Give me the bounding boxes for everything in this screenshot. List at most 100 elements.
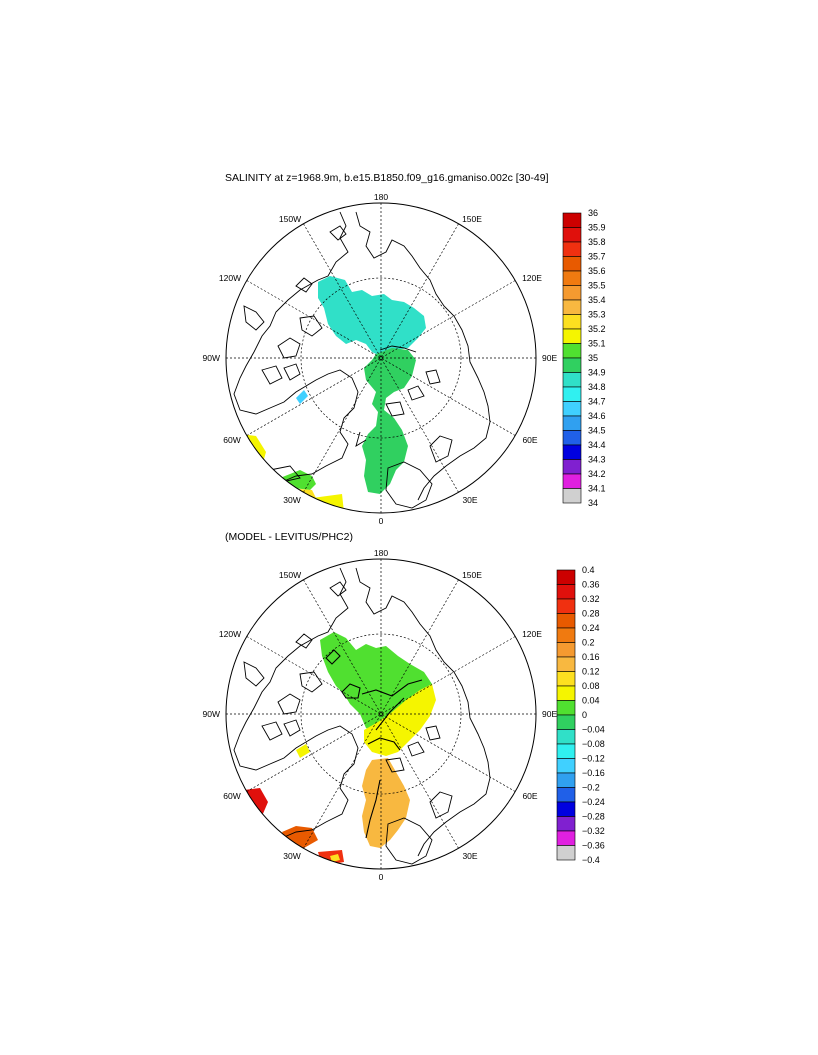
panel-2-graticule <box>226 559 536 869</box>
anomaly-field-orange <box>362 758 410 848</box>
anomaly-patch-yellow-s <box>330 854 340 862</box>
lon-label-120e: 120E <box>522 273 542 283</box>
colorbar-tick-label: −0.16 <box>582 768 605 778</box>
lon-label-0: 0 <box>379 516 384 526</box>
lon-label-30e: 30E <box>462 495 477 505</box>
colorbar-tick-label: 0.24 <box>582 623 600 633</box>
lon-label-30w: 30W <box>283 495 300 505</box>
colorbar-swatch <box>556 613 576 629</box>
colorbar-tick-label: −0.2 <box>582 783 600 793</box>
colorbar-tick-label: −0.08 <box>582 739 605 749</box>
colorbar-tick-label: 35.6 <box>588 266 606 276</box>
colorbar-swatch <box>562 473 582 489</box>
colorbar-swatch <box>556 816 576 832</box>
colorbar-tick-label: 34.1 <box>588 484 606 494</box>
lon-label-120e: 120E <box>522 629 542 639</box>
colorbar-tick-label: 34 <box>588 498 598 508</box>
colorbar-swatch <box>556 772 576 788</box>
panel-2-lon-labels: 180 0 90W 90E 150W 150E 120W 120E 60W 60… <box>203 548 558 882</box>
colorbar-tick-label: 36 <box>588 208 598 218</box>
colorbar-swatch <box>562 401 582 417</box>
colorbar-swatch <box>562 459 582 475</box>
lon-label-90e: 90E <box>542 709 557 719</box>
colorbar-tick-label: 0.36 <box>582 580 600 590</box>
colorbar-swatch <box>562 299 582 315</box>
colorbar-swatch <box>556 714 576 730</box>
panel-2-map-boundary <box>225 558 537 870</box>
salinity-patch-cyan-west <box>296 390 308 404</box>
colorbar-tick-label: 34.5 <box>588 426 606 436</box>
lon-label-60e: 60E <box>522 791 537 801</box>
colorbar-swatch <box>562 430 582 446</box>
lon-label-30e: 30E <box>462 851 477 861</box>
colorbar-swatch <box>562 415 582 431</box>
lon-label-150w: 150W <box>279 214 301 224</box>
colorbar-swatch <box>556 700 576 716</box>
colorbar-tick-label: −0.28 <box>582 812 605 822</box>
panel-1-map-boundary <box>225 202 537 514</box>
lon-label-90w: 90W <box>203 709 220 719</box>
colorbar-swatch <box>556 584 576 600</box>
colorbar-swatch <box>556 656 576 672</box>
colorbar-swatch <box>556 598 576 614</box>
colorbar-tick-label: 0.32 <box>582 594 600 604</box>
colorbar-tick-label: 0.04 <box>582 696 600 706</box>
lon-label-180: 180 <box>374 548 388 558</box>
colorbar-swatch <box>556 729 576 745</box>
colorbar-swatch <box>562 285 582 301</box>
colorbar-swatch <box>562 227 582 243</box>
colorbar-swatch <box>562 488 582 504</box>
colorbar-tick-label: 0.4 <box>582 565 595 575</box>
colorbar-swatch <box>562 328 582 344</box>
panel-1-graticule <box>226 203 536 513</box>
colorbar-tick-label: 34.3 <box>588 455 606 465</box>
colorbar-tick-label: −0.24 <box>582 797 605 807</box>
colorbar-tick-label: −0.12 <box>582 754 605 764</box>
panel-2-colorbar: 0.4 0.36 0.32 0.28 0.24 0.2 0.16 0.12 0.08 0.04 0 −… <box>556 565 605 865</box>
colorbar-tick-label: −0.36 <box>582 841 605 851</box>
colorbar-swatch <box>556 758 576 774</box>
lon-label-150e: 150E <box>462 214 482 224</box>
colorbar-swatch <box>556 743 576 759</box>
lon-label-0: 0 <box>379 872 384 882</box>
colorbar-tick-label: 34.4 <box>588 440 606 450</box>
colorbar-tick-label: 0 <box>582 710 587 720</box>
colorbar-swatch <box>562 241 582 257</box>
colorbar-swatch <box>562 372 582 388</box>
colorbar-swatch <box>562 386 582 402</box>
colorbar-swatch <box>556 787 576 803</box>
colorbar-swatch <box>556 671 576 687</box>
colorbar-swatch <box>556 801 576 817</box>
colorbar-tick-label: 34.9 <box>588 368 606 378</box>
colorbar-swatch <box>562 314 582 330</box>
salinity-field-cyan <box>318 276 426 358</box>
lon-label-60w: 60W <box>223 435 240 445</box>
colorbar-tick-label: −0.04 <box>582 725 605 735</box>
lon-label-150e: 150E <box>462 570 482 580</box>
colorbar-tick-label: 34.6 <box>588 411 606 421</box>
colorbar-tick-label: 34.7 <box>588 397 606 407</box>
colorbar-tick-label: 35.3 <box>588 310 606 320</box>
colorbar-swatch <box>556 845 576 861</box>
lon-label-120w: 120W <box>219 273 241 283</box>
colorbar-tick-label: 35 <box>588 353 598 363</box>
lon-label-60e: 60E <box>522 435 537 445</box>
colorbar-tick-label: 35.1 <box>588 339 606 349</box>
anomaly-patch-yellow-west <box>296 744 310 758</box>
colorbar-swatch <box>556 642 576 658</box>
lon-label-150w: 150W <box>279 570 301 580</box>
colorbar-swatch <box>562 343 582 359</box>
lon-label-180: 180 <box>374 192 388 202</box>
colorbar-tick-label: 35.8 <box>588 237 606 247</box>
colorbar-swatch <box>562 256 582 272</box>
panel-1-lon-labels: 180 0 90W 90E 150W 150E 120W 120E 60W 60… <box>203 192 558 526</box>
colorbar-swatch <box>556 685 576 701</box>
colorbar-swatch <box>562 270 582 286</box>
panel-1-map: 180 0 90W 90E 150W 150E 120W 120E 60W 60… <box>203 192 606 526</box>
colorbar-tick-label: 0.08 <box>582 681 600 691</box>
colorbar-swatch <box>562 444 582 460</box>
panel-1-title: SALINITY at z=1968.9m, b.e15.B1850.f09_g… <box>225 172 549 184</box>
lon-label-120w: 120W <box>219 629 241 639</box>
colorbar-tick-label: 0.12 <box>582 667 600 677</box>
